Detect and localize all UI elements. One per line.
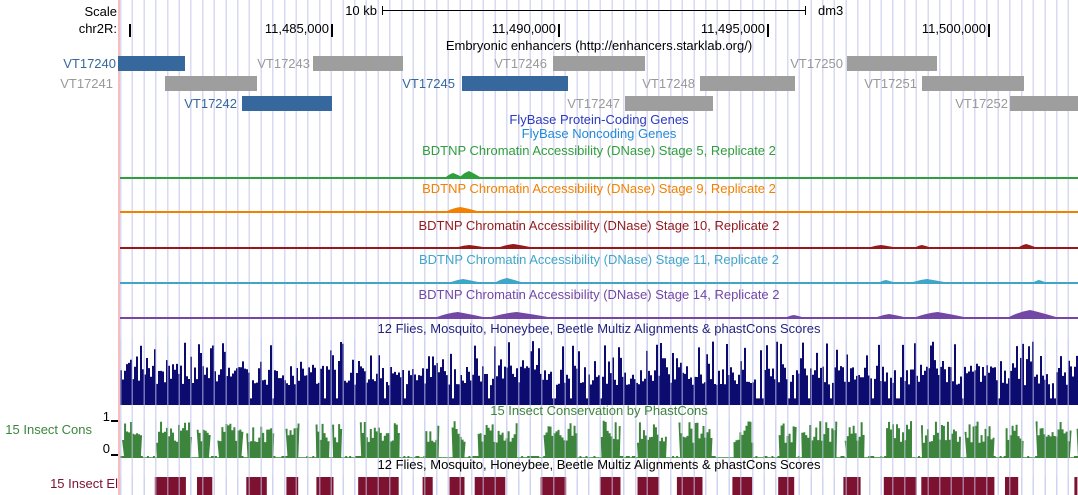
enhancer-box-VT17251[interactable] bbox=[922, 76, 1024, 91]
dnase-signal-stage5[interactable] bbox=[120, 167, 1078, 179]
enhancer-box-VT17241[interactable] bbox=[165, 76, 257, 91]
track-title-flybase-noncoding: FlyBase Noncoding Genes bbox=[521, 126, 677, 141]
dnase-signal-stage11[interactable] bbox=[120, 272, 1078, 284]
phastcons-axis-min: 0 bbox=[102, 441, 110, 456]
enhancer-box-VT17245[interactable] bbox=[462, 76, 568, 91]
phastcons-axis-tick bbox=[111, 454, 118, 456]
enhancer-label-VT17240: VT17240 bbox=[63, 56, 116, 71]
coordinate-tick bbox=[767, 24, 769, 37]
left-boundary-line bbox=[118, 0, 120, 495]
phastcons-axis-max: 1 bbox=[102, 409, 110, 424]
chromosome-label: chr2R: bbox=[78, 21, 117, 36]
dnase-baseline-stage10 bbox=[120, 247, 1078, 249]
dnase-baseline-stage5 bbox=[120, 177, 1078, 179]
phastcons-axis-tick bbox=[111, 420, 118, 422]
dnase-signal-stage9[interactable] bbox=[120, 201, 1078, 213]
conserved-elements-track[interactable] bbox=[120, 477, 1078, 495]
enhancer-box-VT17247[interactable] bbox=[625, 96, 713, 111]
enhancer-box-VT17240[interactable] bbox=[118, 56, 185, 71]
enhancer-box-VT17250[interactable] bbox=[847, 56, 937, 71]
enhancer-label-VT17245: VT17245 bbox=[402, 76, 455, 91]
scale-bar bbox=[382, 6, 806, 15]
track-title-stage11: BDTNP Chromatin Accessibility (DNase) St… bbox=[418, 252, 780, 267]
track-title-stage9: BDTNP Chromatin Accessibility (DNase) St… bbox=[422, 181, 776, 196]
enhancer-track-title: Embryonic enhancers (http://enhancers.st… bbox=[445, 38, 753, 53]
enhancer-label-VT17242: VT17242 bbox=[184, 96, 237, 111]
assembly-name: dm3 bbox=[818, 3, 844, 18]
track-title-stage10: BDTNP Chromatin Accessibility (DNase) St… bbox=[418, 218, 780, 233]
dnase-baseline-stage9 bbox=[120, 211, 1078, 213]
track-title-stage14: BDTNP Chromatin Accessibility (DNase) St… bbox=[418, 287, 780, 302]
enhancer-label-VT17246: VT17246 bbox=[494, 56, 547, 71]
enhancer-label-VT17241: VT17241 bbox=[60, 76, 113, 91]
enhancer-box-VT17243[interactable] bbox=[313, 56, 403, 71]
enhancer-label-VT17250: VT17250 bbox=[790, 56, 843, 71]
coordinate-tick bbox=[988, 24, 990, 37]
multiz-track-title-2: 12 Flies, Mosquito, Honeybee, Beetle Mul… bbox=[377, 457, 821, 472]
enhancer-label-VT17252: VT17252 bbox=[955, 96, 1008, 111]
multiz-histogram[interactable] bbox=[120, 339, 1078, 405]
ruler-tick bbox=[129, 24, 131, 37]
scale-bar-value: 10 kb bbox=[345, 3, 377, 18]
enhancer-label-VT17251: VT17251 bbox=[864, 76, 917, 91]
enhancer-label-VT17243: VT17243 bbox=[257, 56, 310, 71]
conserved-elements-left-label: 15 Insect El bbox=[50, 476, 118, 491]
enhancer-box-VT17248[interactable] bbox=[700, 76, 795, 91]
phastcons-histogram[interactable] bbox=[120, 420, 1078, 458]
coordinate-label: 11,500,000 bbox=[921, 21, 986, 36]
dnase-signal-stage14[interactable] bbox=[120, 307, 1078, 319]
coordinate-label: 11,490,000 bbox=[491, 21, 556, 36]
track-title-flybase-coding: FlyBase Protein-Coding Genes bbox=[509, 112, 689, 127]
multiz-track-title: 12 Flies, Mosquito, Honeybee, Beetle Mul… bbox=[377, 321, 821, 336]
enhancer-box-VT17246[interactable] bbox=[553, 56, 645, 71]
enhancer-label-VT17247: VT17247 bbox=[567, 96, 620, 111]
coordinate-label: 11,495,000 bbox=[700, 21, 765, 36]
coordinate-tick bbox=[558, 24, 560, 37]
dnase-baseline-stage11 bbox=[120, 282, 1078, 284]
enhancer-label-VT17248: VT17248 bbox=[642, 76, 695, 91]
coordinate-tick bbox=[331, 24, 333, 37]
dnase-baseline-stage14 bbox=[120, 317, 1078, 319]
enhancer-box-VT17242[interactable] bbox=[242, 96, 332, 111]
phastcons-track-title: 15 Insect Conservation by PhastCons bbox=[490, 403, 708, 418]
track-title-stage5: BDTNP Chromatin Accessibility (DNase) St… bbox=[422, 143, 776, 158]
scale-label: Scale bbox=[84, 4, 117, 19]
enhancer-box-VT17252[interactable] bbox=[1010, 96, 1078, 111]
coordinate-label: 11,485,000 bbox=[264, 21, 329, 36]
phastcons-left-label: 15 Insect Cons bbox=[5, 422, 92, 437]
dnase-signal-stage10[interactable] bbox=[120, 237, 1078, 249]
